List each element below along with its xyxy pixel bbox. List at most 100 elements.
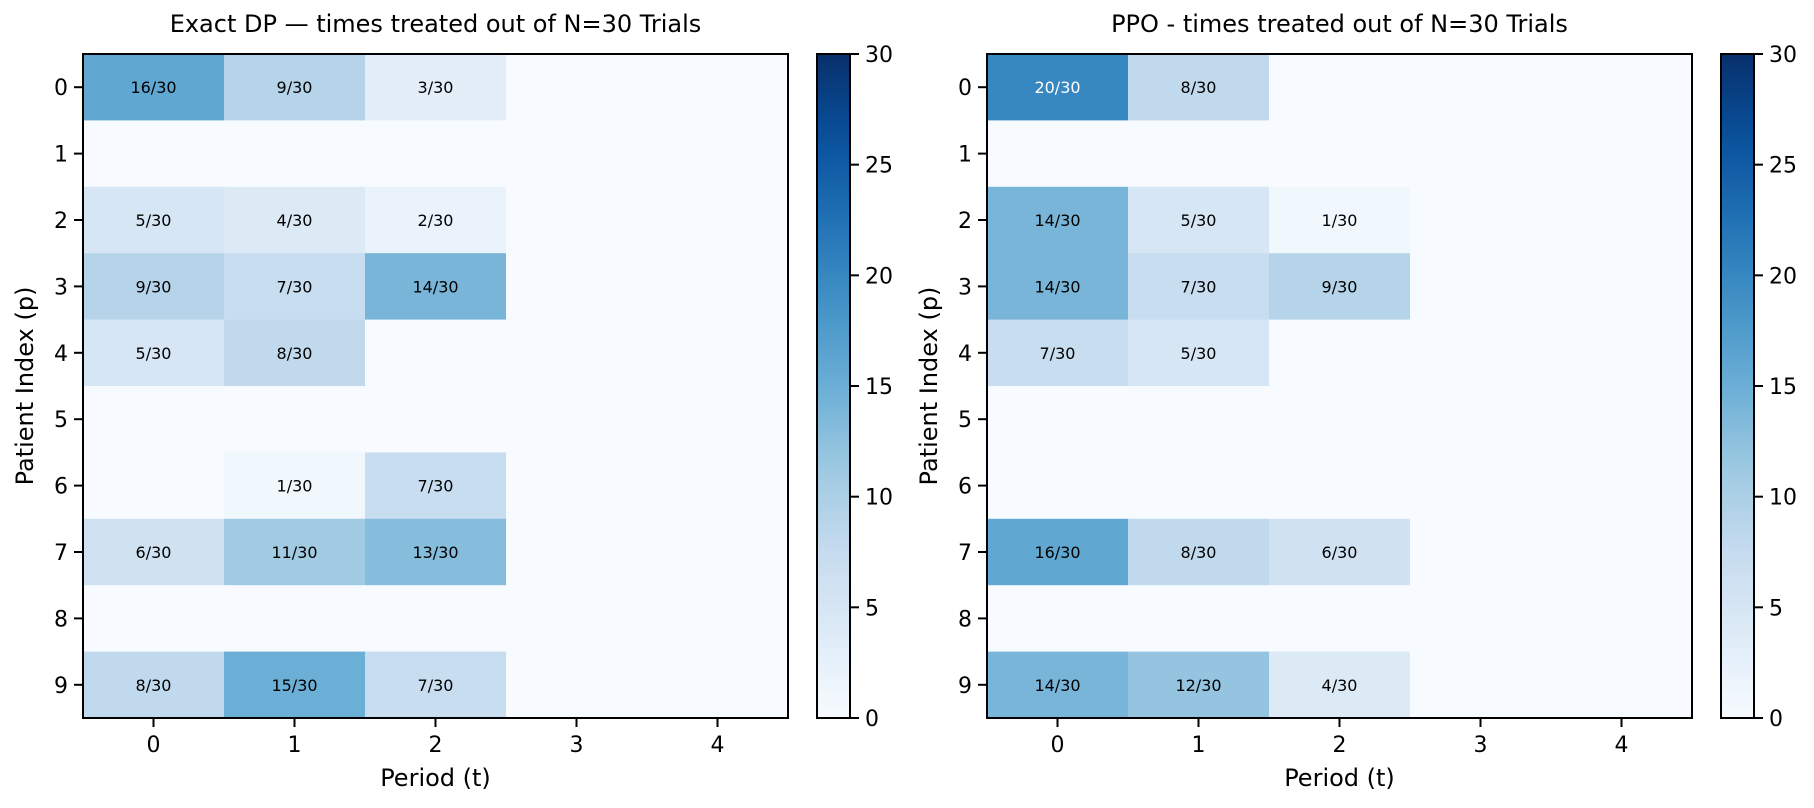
heatmap-cell: [365, 386, 507, 453]
heatmap-cell: [365, 319, 507, 387]
colorbar: [816, 53, 851, 719]
heatmap-cell: [987, 319, 1129, 387]
heatmap-cell: [1128, 386, 1270, 453]
colorbar-tick-label: 30: [865, 43, 893, 68]
heatmap-cell: [1410, 120, 1552, 188]
heatmap-cell: [365, 186, 507, 254]
cell-value-label: 8/30: [1181, 78, 1217, 97]
cell-value-label: 6/30: [1322, 543, 1358, 562]
heatmap-cell: [224, 386, 366, 453]
heatmap-cell: [83, 386, 225, 453]
heatmap-cell: [1128, 518, 1270, 586]
heatmap-cell: [987, 253, 1129, 321]
cell-value-label: 14/30: [412, 277, 458, 296]
heatmap-cell: [647, 186, 789, 254]
heatmap-cell: [1410, 54, 1552, 121]
y-tick-label: 1: [54, 143, 68, 168]
heatmap-cell: [1128, 452, 1270, 520]
heatmap-cell: [506, 651, 648, 719]
heatmap-cell: [1551, 186, 1693, 254]
heatmap-cell: [365, 585, 507, 653]
cell-value-label: 14/30: [1034, 277, 1080, 296]
heatmap-cell: [987, 585, 1129, 653]
y-tick-label: 7: [54, 541, 68, 566]
colorbar-tick-label: 0: [1769, 707, 1783, 732]
heatmap-cell: [1269, 585, 1411, 653]
heatmap-cell: [1551, 54, 1693, 121]
heatmap-cell: [1128, 186, 1270, 254]
y-tick-label: 1: [958, 143, 972, 168]
colorbar: [1720, 53, 1755, 719]
cell-value-label: 7/30: [277, 277, 313, 296]
heatmap-cell: [647, 253, 789, 321]
cell-value-label: 15/30: [271, 676, 317, 695]
heatmap-cell: [83, 120, 225, 188]
heatmap-cell: [1269, 319, 1411, 387]
y-tick-label: 3: [958, 275, 972, 300]
x-tick-label: 0: [1051, 733, 1065, 758]
x-tick-label: 4: [711, 733, 725, 758]
heatmap-cell: [83, 186, 225, 254]
heatmap-cell: [224, 120, 366, 188]
heatmap-cell: [1128, 651, 1270, 719]
heatmap-cell: [83, 585, 225, 653]
heatmap-cell: [1269, 253, 1411, 321]
heatmap-cell: [1410, 585, 1552, 653]
colorbar-tick-label: 20: [865, 264, 893, 289]
heatmap-cell: [365, 54, 507, 121]
x-axis-label: Period (t): [1284, 764, 1395, 792]
cell-value-label: 20/30: [1034, 78, 1080, 97]
heatmap-cell: [647, 518, 789, 586]
y-tick-label: 8: [958, 607, 972, 632]
heatmap-cell: [365, 253, 507, 321]
y-tick-label: 2: [54, 209, 68, 234]
heatmap-cell: [1551, 319, 1693, 387]
heatmap-cell: [1269, 54, 1411, 121]
colorbar-tick-label: 5: [1769, 596, 1783, 621]
cell-value-label: 7/30: [418, 676, 454, 695]
heatmap-cell: [506, 319, 648, 387]
heatmap-cell: [365, 518, 507, 586]
heatmap-cell: [224, 54, 366, 121]
heatmap-cell: [987, 518, 1129, 586]
chart-title: Exact DP — times treated out of N=30 Tri…: [170, 10, 702, 38]
heatmap-cell: [1551, 253, 1693, 321]
heatmap-panel-0: 16/30 9/30 3/305/30 4/30 2/309/30 7/30 14/305/…: [11, 10, 893, 792]
x-tick-label: 4: [1615, 733, 1629, 758]
heatmap-cell: [224, 319, 366, 387]
heatmap-cell: [987, 54, 1129, 121]
heatmap-cell: [224, 651, 366, 719]
heatmap-cell: [647, 452, 789, 520]
heatmap-cell: [647, 651, 789, 719]
y-tick-label: 5: [958, 408, 972, 433]
heatmap-cell: [1410, 651, 1552, 719]
colorbar-tick-label: 15: [1769, 375, 1797, 400]
colorbar-tick-label: 15: [865, 375, 893, 400]
heatmap-cell: [506, 120, 648, 188]
heatmap-cell: [1551, 518, 1693, 586]
heatmap-cell: [647, 54, 789, 121]
cell-value-label: 4/30: [277, 211, 313, 230]
x-tick-label: 1: [1192, 733, 1206, 758]
heatmap-cell: [83, 452, 225, 520]
heatmap-cell: [1410, 186, 1552, 254]
cell-value-label: 9/30: [136, 277, 172, 296]
heatmap-cell: [83, 518, 225, 586]
heatmap-cell: [1128, 120, 1270, 188]
heatmap-cell: [1269, 452, 1411, 520]
y-tick-label: 2: [958, 209, 972, 234]
heatmap-cell: [365, 452, 507, 520]
heatmap-cell: [1128, 253, 1270, 321]
y-tick-label: 4: [958, 342, 972, 367]
heatmap-cell: [987, 120, 1129, 188]
cell-value-label: 8/30: [136, 676, 172, 695]
y-tick-label: 0: [958, 76, 972, 101]
heatmap-cell: [647, 585, 789, 653]
heatmap-cell: [1410, 386, 1552, 453]
cell-value-label: 1/30: [277, 477, 313, 496]
x-axis-label: Period (t): [380, 764, 491, 792]
cell-value-label: 16/30: [130, 78, 176, 97]
heatmap-cell: [647, 319, 789, 387]
